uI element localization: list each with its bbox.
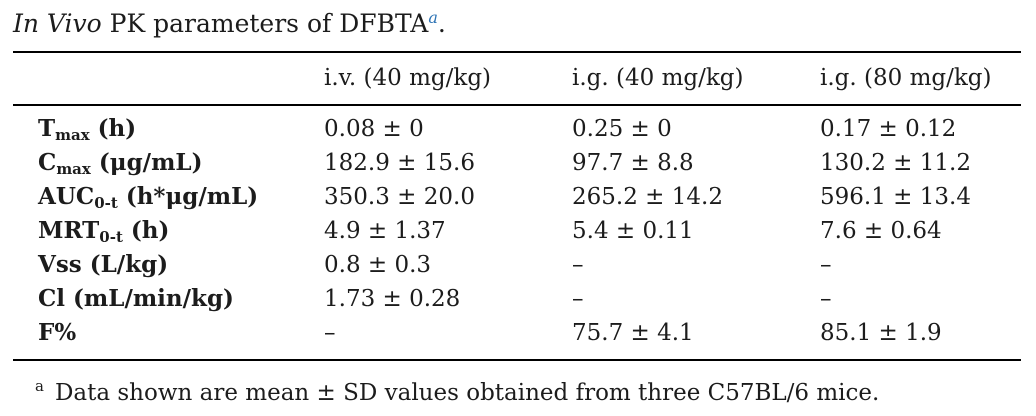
column-header-ig-80: i.g. (80 mg/kg) bbox=[820, 52, 1021, 106]
row-param-label: MRT0-t (h) bbox=[38, 217, 170, 246]
table-row: Cl (mL/min/kg) 1.73 ± 0.28 – – bbox=[13, 282, 1021, 316]
cell-value: – bbox=[572, 252, 584, 278]
row-param-label: Vss (L/kg) bbox=[38, 251, 169, 278]
caption-footnote-marker: a bbox=[428, 8, 438, 27]
footnote-marker: a bbox=[35, 377, 44, 395]
cell-value: 97.7 ± 8.8 bbox=[572, 150, 694, 176]
row-param-label: Tmax (h) bbox=[38, 115, 137, 144]
cell-value: 130.2 ± 11.2 bbox=[820, 150, 971, 176]
column-header-ig-40: i.g. (40 mg/kg) bbox=[572, 52, 820, 106]
row-param-label: Cl (mL/min/kg) bbox=[38, 285, 234, 312]
caption-period: . bbox=[437, 9, 446, 38]
column-header-iv-40: i.v. (40 mg/kg) bbox=[324, 52, 572, 106]
cell-value: 0.25 ± 0 bbox=[572, 116, 672, 142]
caption-text: PK parameters of DFBTA bbox=[101, 9, 429, 38]
param-column-header-empty bbox=[13, 52, 324, 106]
cell-value: 4.9 ± 1.37 bbox=[324, 218, 446, 244]
cell-value: 0.08 ± 0 bbox=[324, 116, 424, 142]
cell-value: 350.3 ± 20.0 bbox=[324, 184, 475, 210]
footnote-text: Data shown are mean ± SD values obtained… bbox=[54, 380, 880, 406]
cell-value: 265.2 ± 14.2 bbox=[572, 184, 723, 210]
table-row: MRT0-t (h) 4.9 ± 1.37 5.4 ± 0.11 7.6 ± 0.64 bbox=[13, 214, 1021, 248]
row-param-label: Cmax (μg/mL) bbox=[38, 149, 203, 178]
cell-value: – bbox=[572, 286, 584, 312]
cell-value: 182.9 ± 15.6 bbox=[324, 150, 475, 176]
row-param-label: AUC0-t (h*μg/mL) bbox=[38, 183, 259, 212]
cell-value: 0.8 ± 0.3 bbox=[324, 252, 432, 278]
caption-italic-text: In Vivo bbox=[13, 9, 102, 38]
table-row: AUC0-t (h*μg/mL) 350.3 ± 20.0 265.2 ± 14.2… bbox=[13, 180, 1021, 214]
cell-value: 75.7 ± 4.1 bbox=[572, 320, 694, 346]
table-footnote: a Data shown are mean ± SD values obtaine… bbox=[35, 371, 1021, 408]
cell-value: – bbox=[324, 320, 336, 346]
cell-value: 85.1 ± 1.9 bbox=[820, 320, 942, 346]
pk-parameters-table: i.v. (40 mg/kg) i.g. (40 mg/kg) i.g. (80… bbox=[13, 51, 1021, 361]
table-row: Tmax (h) 0.08 ± 0 0.25 ± 0 0.17 ± 0.12 bbox=[13, 105, 1021, 146]
pk-table-body: Tmax (h) 0.08 ± 0 0.25 ± 0 0.17 ± 0.12 Cmax … bbox=[13, 105, 1021, 360]
table-caption: In Vivo PK parameters of DFBTAa. bbox=[13, 1, 1021, 40]
row-param-label: F% bbox=[38, 319, 77, 346]
cell-value: 1.73 ± 0.28 bbox=[324, 286, 461, 312]
table-row: Cmax (μg/mL) 182.9 ± 15.6 97.7 ± 8.8 130.2 … bbox=[13, 146, 1021, 180]
table-row: Vss (L/kg) 0.8 ± 0.3 – – bbox=[13, 248, 1021, 282]
header-row: i.v. (40 mg/kg) i.g. (40 mg/kg) i.g. (80… bbox=[13, 52, 1021, 106]
cell-value: – bbox=[820, 252, 832, 278]
cell-value: 0.17 ± 0.12 bbox=[820, 116, 957, 142]
cell-value: 7.6 ± 0.64 bbox=[820, 218, 942, 244]
cell-value: 596.1 ± 13.4 bbox=[820, 184, 971, 210]
cell-value: 5.4 ± 0.11 bbox=[572, 218, 694, 244]
table-row: F% – 75.7 ± 4.1 85.1 ± 1.9 bbox=[13, 316, 1021, 360]
cell-value: – bbox=[820, 286, 832, 312]
